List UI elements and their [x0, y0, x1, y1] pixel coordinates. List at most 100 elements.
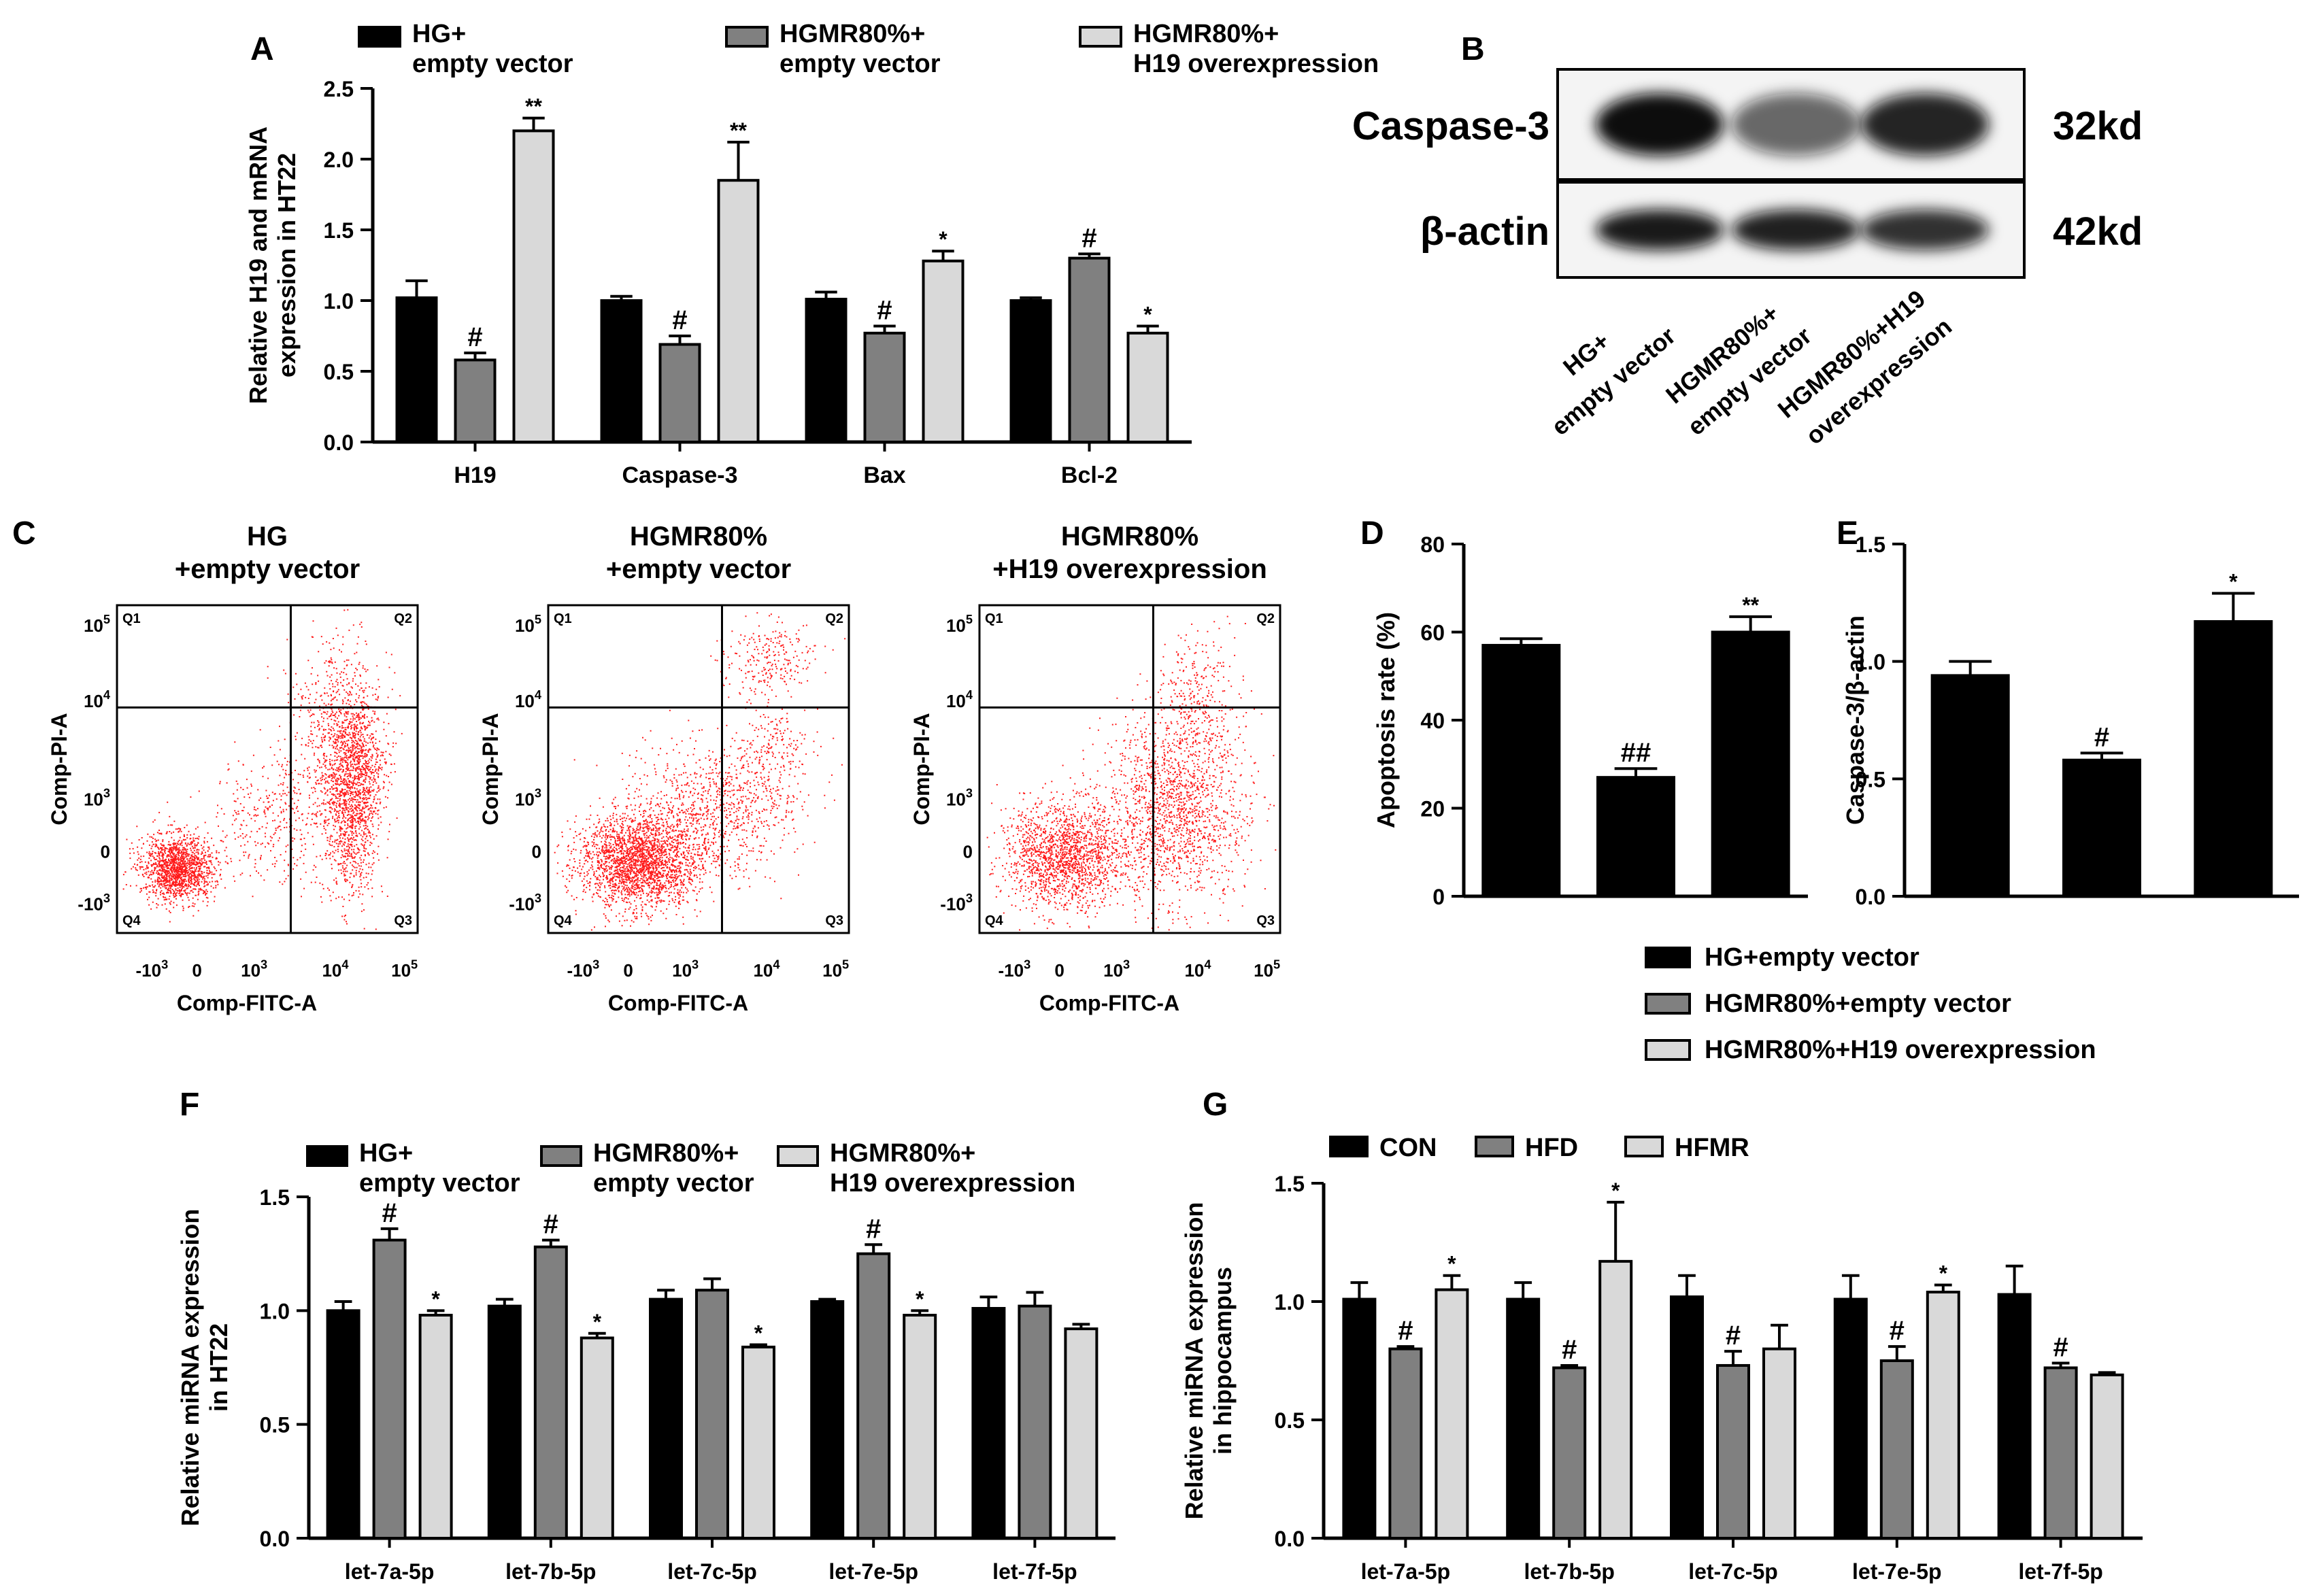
- legend-label: empty vector: [779, 50, 941, 78]
- y-axis-label: in HT22: [205, 1323, 233, 1412]
- y-tick-label: 0.0: [260, 1527, 290, 1551]
- y-tick-label: 0.0: [1856, 885, 1885, 909]
- flow-y-label: Comp-PI-A: [909, 713, 934, 825]
- legend-label: HG+empty vector: [1705, 943, 1919, 972]
- bar: [600, 299, 643, 443]
- bar: [1711, 630, 1790, 898]
- flow-x-label: Comp-FITC-A: [608, 991, 748, 1015]
- quadrant-label: Q1: [985, 611, 1003, 626]
- flow-y-tick: 104: [84, 688, 111, 711]
- flow-x-label: Comp-FITC-A: [177, 991, 317, 1015]
- bar: [658, 343, 701, 444]
- bar: [1009, 299, 1052, 443]
- legend-label: HG+: [412, 20, 466, 48]
- y-tick-label: 1.0: [324, 289, 354, 313]
- legend-label: HFMR: [1675, 1134, 1749, 1162]
- bar: [1126, 331, 1169, 443]
- legend-label: HGMR80%+: [1133, 20, 1279, 48]
- bar: [1833, 1297, 1868, 1540]
- bar: [1879, 1359, 1914, 1540]
- significance-mark: *: [916, 1287, 924, 1311]
- legend-label: HGMR80%+H19 overexpression: [1705, 1036, 2096, 1064]
- bar: [1930, 674, 2010, 898]
- y-tick-label: 0.0: [324, 430, 354, 455]
- quadrant-label: Q2: [1256, 611, 1275, 626]
- flow-x-tick: -103: [136, 957, 169, 981]
- chart-E: 0.0 0.5 1.0 1.5 Caspase-3/β-actin # *: [1841, 532, 2299, 909]
- x-tick-label: Bcl-2: [1061, 462, 1118, 488]
- y-tick-label: 0.0: [1275, 1527, 1305, 1551]
- bar: [2090, 1373, 2124, 1540]
- flow-x-tick: 103: [672, 957, 699, 981]
- panel-letter-F: F: [180, 1087, 199, 1123]
- bar: [580, 1336, 614, 1540]
- bar: [418, 1314, 453, 1540]
- x-tick-label: let-7b-5p: [505, 1559, 596, 1584]
- bar: [1435, 1288, 1469, 1540]
- y-axis-label: expression in HT22: [273, 153, 301, 377]
- legend-label: H19 overexpression: [1133, 50, 1379, 78]
- y-tick-label: 1.0: [260, 1299, 290, 1323]
- blot-band: [1861, 93, 1989, 156]
- flow-y-tick: 103: [946, 787, 973, 810]
- significance-mark: *: [754, 1321, 763, 1346]
- significance-mark: #: [467, 322, 482, 352]
- bar: [2194, 619, 2273, 898]
- bar: [2043, 1366, 2078, 1540]
- legend-swatch: [1475, 1136, 1514, 1157]
- flow-plot: Q1 Q2 Q3 Q4: [978, 604, 1281, 934]
- y-tick-label: 60: [1420, 621, 1445, 645]
- legend-swatch: [1079, 26, 1122, 48]
- x-tick-label: Bax: [863, 462, 905, 488]
- y-tick-label: 2.0: [324, 148, 354, 172]
- bar: [1506, 1297, 1541, 1540]
- bar: [971, 1306, 1006, 1540]
- legend-swatch: [1329, 1136, 1369, 1157]
- y-tick-label: 40: [1420, 709, 1445, 733]
- bar: [2062, 758, 2141, 898]
- significance-mark: #: [1081, 223, 1096, 253]
- flow-title: +H19 overexpression: [992, 554, 1267, 584]
- flow-y-tick: 0: [963, 842, 973, 862]
- bar: [1762, 1347, 1796, 1540]
- bar: [454, 358, 497, 443]
- significance-mark: *: [593, 1310, 602, 1334]
- significance-mark: #: [1562, 1335, 1577, 1365]
- significance-mark: #: [2053, 1332, 2068, 1362]
- bar: [372, 1238, 407, 1540]
- bar: [1388, 1347, 1423, 1540]
- y-tick-label: 0.5: [260, 1413, 290, 1438]
- bar: [512, 129, 555, 443]
- bar: [695, 1289, 729, 1540]
- legend-label: HG+: [359, 1139, 413, 1168]
- y-tick-label: 20: [1420, 797, 1445, 821]
- x-tick-label: let-7c-5p: [667, 1559, 757, 1584]
- legend-swatch: [1645, 947, 1691, 968]
- significance-mark: #: [672, 305, 687, 335]
- flow-y-tick: -103: [78, 892, 110, 915]
- bar: [533, 1245, 568, 1540]
- flow-plot: Q1 Q2 Q3 Q4: [116, 604, 419, 934]
- flow-events: [554, 612, 846, 931]
- panel-letter-B: B: [1461, 31, 1485, 67]
- x-tick-label: let-7a-5p: [345, 1559, 435, 1584]
- bar: [1598, 1259, 1633, 1540]
- x-tick-label: let-7e-5p: [828, 1559, 918, 1584]
- y-axis-label: Relative H19 and mRNA: [244, 126, 272, 404]
- blot-band: [1596, 209, 1724, 250]
- flow-x-tick: 105: [1254, 957, 1280, 981]
- legend-swatch: [725, 26, 769, 48]
- bar: [326, 1309, 360, 1540]
- flow-y-tick: 104: [946, 688, 973, 711]
- quadrant-label: Q3: [825, 913, 843, 928]
- quadrant-label: Q1: [122, 611, 141, 626]
- blot-band: [1732, 93, 1860, 156]
- x-tick-label: let-7f-5p: [992, 1559, 1077, 1584]
- significance-mark: #: [382, 1198, 397, 1228]
- flow-y-label: Comp-PI-A: [47, 713, 71, 825]
- panel-letter-G: G: [1203, 1087, 1228, 1123]
- bar: [741, 1345, 775, 1540]
- significance-mark: *: [939, 227, 948, 252]
- quadrant-label: Q4: [985, 913, 1004, 928]
- bar: [1997, 1293, 2032, 1540]
